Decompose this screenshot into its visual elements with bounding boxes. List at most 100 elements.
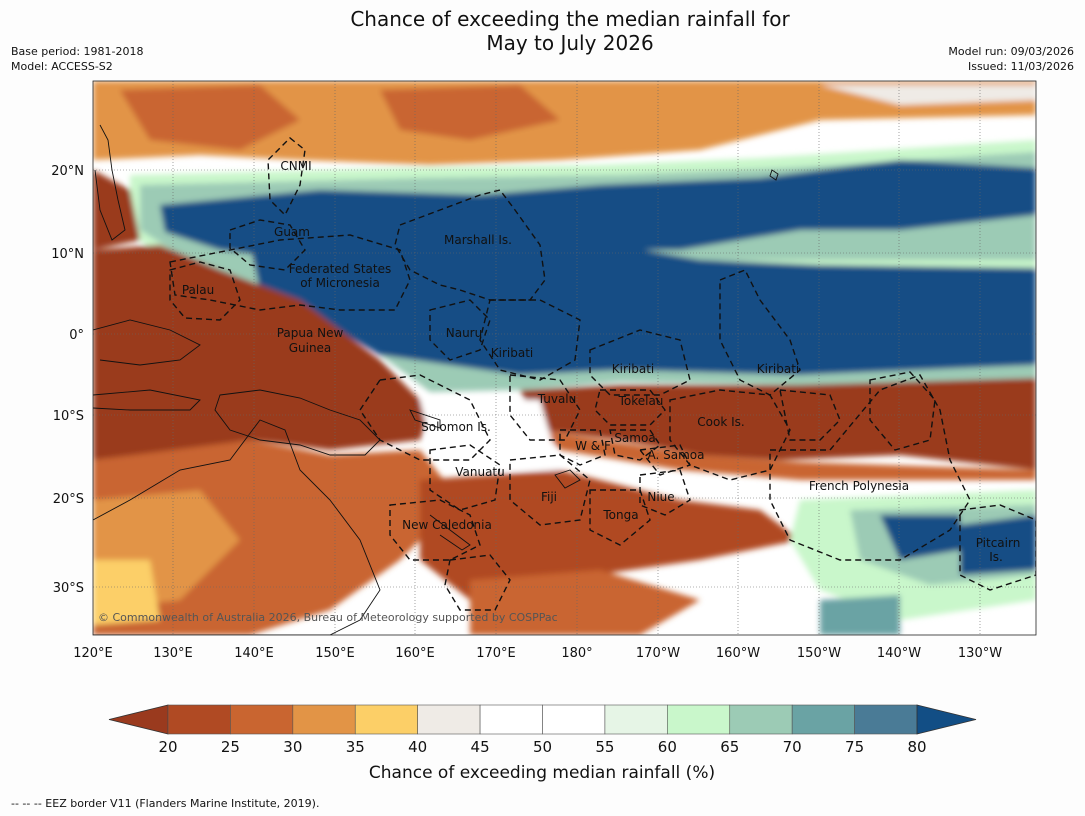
region-label-wallis-futuna: W & F	[575, 439, 611, 453]
colorbar-segment	[167, 704, 231, 735]
region-label-solomon: Solomon Is.	[421, 420, 491, 434]
norfolk-eez	[444, 554, 511, 611]
dry-region	[470, 570, 700, 635]
tokelau-eez	[594, 389, 666, 426]
region-label-fiji: Fiji	[541, 490, 557, 504]
neutral-region	[420, 400, 560, 470]
american-samoa-eez	[638, 444, 691, 476]
region-label-fsm-2: of Micronesia	[300, 276, 380, 290]
region-label-vanuatu: Vanuatu	[455, 465, 505, 479]
region-label-kiribati-east: Kiribati	[757, 362, 799, 376]
hawaii-coast	[769, 169, 779, 181]
colorbar-segment	[417, 704, 481, 735]
lon-tick-label: 130°W	[958, 646, 1002, 661]
colorbar-tick-label: 80	[907, 738, 926, 756]
region-label-kiribati-west: Kiribati	[491, 346, 533, 360]
eez-borders	[169, 137, 1036, 611]
region-label-samoa: Samoa	[614, 431, 655, 445]
colorbar-segment	[854, 704, 918, 735]
new-guinea-coast	[214, 389, 381, 456]
dry-region	[540, 430, 1036, 480]
colorbar-tick-label: 75	[845, 738, 864, 756]
region-label-american-samoa: A. Samoa	[648, 448, 705, 462]
lon-tick-label: 160°E	[395, 646, 435, 661]
colorbar-segment	[354, 704, 418, 735]
region-label-png-2: Guinea	[289, 341, 332, 355]
title-line-1: Chance of exceeding the median rainfall …	[350, 7, 790, 31]
region-label-pitcairn-1: Pitcairn	[976, 536, 1021, 550]
vanuatu-eez	[429, 444, 501, 511]
lon-tick-label: 130°E	[153, 646, 193, 661]
region-label-png-1: Papua New	[277, 326, 344, 340]
colorbar-segment	[791, 704, 855, 735]
kiribati-central-eez	[589, 329, 691, 396]
coastlines	[93, 124, 779, 635]
wet-region	[380, 355, 1036, 392]
region-label-french-polynesia: French Polynesia	[809, 479, 909, 493]
colorbar-tick-label: 45	[471, 738, 490, 756]
map-frame	[92, 80, 1037, 636]
colorbar-tick-label: 25	[221, 738, 240, 756]
colorbar-extend-high	[916, 704, 977, 735]
niue-eez	[639, 469, 691, 516]
map-title: Chance of exceeding the median rainfall …	[0, 7, 1085, 55]
colorbar-tick-label: 20	[158, 738, 177, 756]
wallis-eez	[559, 429, 606, 466]
probability-field	[93, 81, 1036, 635]
fiji-eez	[509, 454, 591, 526]
base-period: Base period: 1981-2018	[11, 45, 144, 58]
lon-tick-label: 150°W	[797, 646, 841, 661]
very-dry-region	[93, 170, 140, 250]
lat-tick-label: 30°S	[53, 581, 84, 596]
tonga-eez	[589, 489, 651, 546]
region-label-tonga: Tonga	[602, 508, 638, 522]
colorbar-segment	[729, 704, 793, 735]
base-info: Base period: 1981-2018 Model: ACCESS-S2	[11, 44, 143, 74]
guam-eez	[229, 219, 306, 271]
australia-coast	[93, 419, 381, 635]
very-wet-region	[880, 515, 960, 560]
fiji-coast	[554, 469, 581, 489]
region-label-kiribati-central: Kiribati	[612, 362, 654, 376]
new-caledonia-eez	[389, 499, 481, 561]
nauru-eez	[429, 299, 491, 361]
colorbar-extend-low	[108, 704, 169, 735]
kiribati-east-eez	[719, 269, 801, 396]
lat-tick-label: 20°N	[51, 164, 84, 179]
dry-region	[600, 85, 740, 120]
colorbar-tick-label: 50	[533, 738, 552, 756]
dry-region	[420, 470, 800, 600]
lon-axis: 120°E 130°E 140°E 150°E 160°E 170°E 180°…	[73, 646, 1002, 661]
lon-tick-label: 170°E	[476, 646, 516, 661]
neutral-region	[820, 85, 1036, 105]
lon-tick-label: 120°E	[73, 646, 113, 661]
map-panel: © Commonwealth of Australia 2026, Bureau…	[93, 81, 1036, 635]
cook-north-eez	[779, 389, 841, 441]
lat-tick-label: 0°	[69, 328, 84, 343]
indonesia-coast	[93, 319, 201, 366]
colorbar-segment	[479, 704, 543, 735]
region-label-niue: Niue	[647, 490, 674, 504]
solomon-coast	[409, 409, 441, 429]
region-label-pitcairn-2: Is.	[989, 550, 1003, 564]
region-label-fsm-1: Federated States	[289, 262, 391, 276]
colorbar-tick-label: 60	[658, 738, 677, 756]
title-line-2: May to July 2026	[486, 31, 654, 55]
region-label-palau: Palau	[182, 283, 214, 297]
lat-tick-label: 10°S	[53, 409, 84, 424]
colorbar-tick-label: 55	[595, 738, 614, 756]
new-caledonia-coast	[429, 514, 471, 551]
tuvalu-eez	[509, 374, 581, 441]
region-labels: CNMI Guam Marshall Is. Federated States …	[182, 159, 1020, 564]
dry-region	[120, 85, 300, 150]
lat-tick-label: 20°S	[53, 492, 84, 507]
colorbar-tick-label: 65	[720, 738, 739, 756]
wet-region	[820, 595, 900, 635]
cook-eez	[669, 389, 791, 481]
samoa-eez	[609, 429, 661, 461]
region-label-tokelau: Tokelau	[618, 394, 664, 408]
indonesia-coast	[93, 389, 201, 411]
region-label-cnmi: CNMI	[280, 159, 311, 173]
colorbar: 20 25 30 35 40 45 50 55 60 65 70 75 80 Chance of exc…	[108, 704, 977, 783]
